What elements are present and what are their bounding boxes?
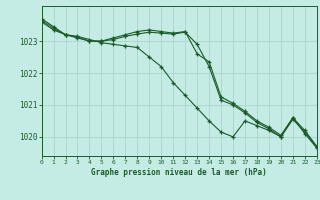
- X-axis label: Graphe pression niveau de la mer (hPa): Graphe pression niveau de la mer (hPa): [91, 168, 267, 177]
